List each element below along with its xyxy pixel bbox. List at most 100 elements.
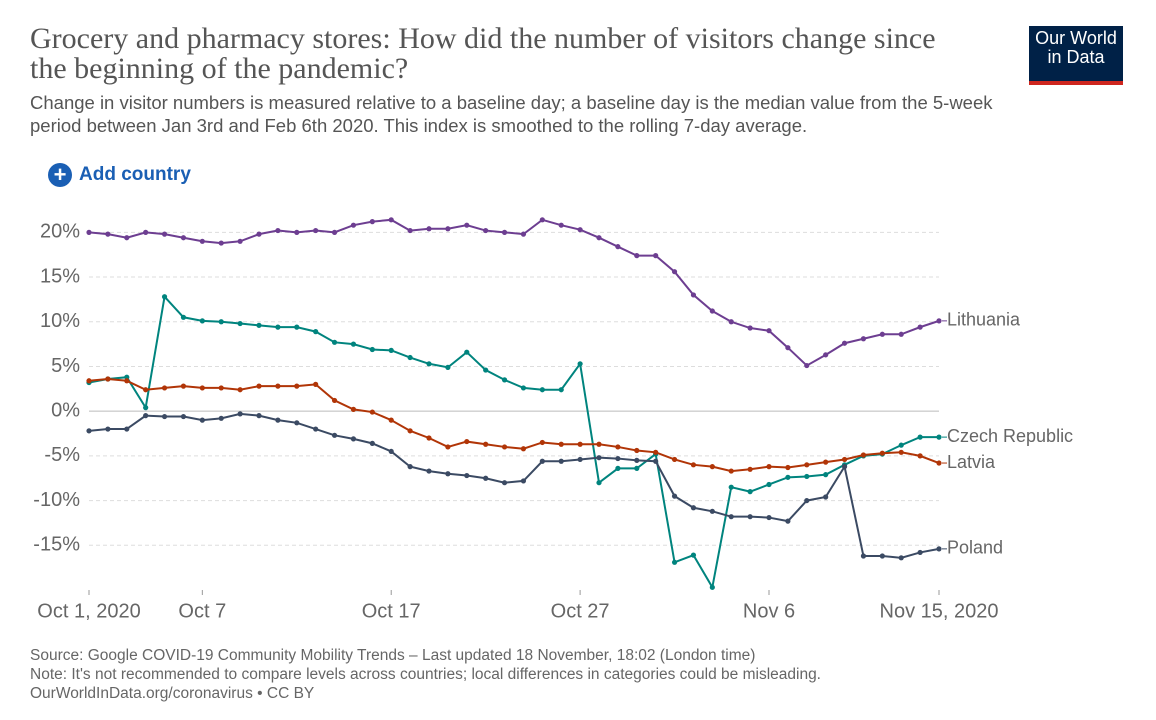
data-point <box>331 339 338 345</box>
data-point <box>331 397 338 404</box>
data-point <box>180 314 187 320</box>
data-point <box>671 269 678 275</box>
data-point <box>823 494 829 500</box>
data-point <box>823 472 829 478</box>
data-point <box>690 552 697 558</box>
data-point <box>615 465 621 471</box>
data-point <box>709 508 715 514</box>
data-point <box>199 417 205 423</box>
data-point <box>275 324 281 330</box>
data-point <box>558 441 564 447</box>
data-point <box>936 434 942 440</box>
data-point <box>237 238 243 244</box>
data-point <box>445 226 451 232</box>
data-point <box>294 324 300 330</box>
data-point <box>520 478 527 484</box>
data-point <box>426 226 432 232</box>
data-point <box>558 458 564 464</box>
data-point <box>483 227 489 234</box>
add-country-button[interactable]: + Add country <box>48 163 191 187</box>
data-point <box>860 336 867 342</box>
data-point <box>483 367 489 373</box>
data-point <box>860 452 867 458</box>
logo[interactable]: Our World in Data <box>1029 26 1123 85</box>
data-point <box>369 346 375 353</box>
x-tick-label: Oct 17 <box>362 600 421 622</box>
data-point <box>256 383 262 389</box>
data-point <box>615 444 621 450</box>
data-point <box>331 432 338 438</box>
data-point <box>86 428 92 434</box>
data-point <box>256 322 262 328</box>
data-point <box>124 378 130 384</box>
y-tick-label: -5% <box>44 444 80 466</box>
data-point <box>445 364 451 370</box>
data-point <box>841 456 848 463</box>
series-label: Czech Republic <box>947 426 1073 446</box>
data-point <box>464 349 470 355</box>
data-point <box>218 319 224 325</box>
data-point <box>237 411 243 417</box>
data-point <box>445 471 451 477</box>
data-point <box>766 481 772 488</box>
data-point <box>653 449 659 455</box>
data-point <box>464 472 470 479</box>
data-point <box>936 546 942 552</box>
data-point <box>898 331 904 337</box>
data-point <box>898 442 904 448</box>
data-point <box>237 320 243 327</box>
data-point <box>407 354 413 361</box>
data-point <box>653 458 659 464</box>
data-point <box>671 456 678 463</box>
data-point <box>426 468 432 474</box>
logo-line: Our World <box>1035 28 1117 48</box>
data-point <box>879 450 885 456</box>
x-tick-label: Oct 27 <box>551 600 610 622</box>
data-point <box>709 308 715 314</box>
data-point <box>577 227 583 233</box>
data-point <box>199 238 205 244</box>
data-point <box>426 435 432 441</box>
add-country-label: Add country <box>79 164 191 185</box>
data-point <box>199 385 205 391</box>
data-point <box>501 444 508 450</box>
series-label: Poland <box>947 538 1003 558</box>
data-point <box>86 229 92 235</box>
data-point <box>369 440 375 446</box>
data-point <box>728 514 734 520</box>
y-tick-label: 10% <box>40 310 80 332</box>
data-point <box>615 244 621 250</box>
data-point <box>747 489 753 495</box>
series-line <box>88 412 940 559</box>
data-point <box>105 376 111 382</box>
data-point <box>180 413 187 420</box>
data-point <box>841 464 848 470</box>
y-tick-label: 15% <box>40 265 80 287</box>
data-point <box>350 222 357 228</box>
data-point <box>161 385 168 391</box>
data-point <box>804 462 810 468</box>
data-point <box>539 458 545 464</box>
x-tick-label: Oct 7 <box>178 600 226 622</box>
chart-subtitle: Change in visitor numbers is measured re… <box>30 92 993 136</box>
data-point <box>218 385 224 391</box>
data-point <box>671 493 678 499</box>
data-point <box>501 377 508 383</box>
data-point <box>124 235 130 241</box>
data-point <box>879 331 885 337</box>
data-point <box>728 468 734 474</box>
data-point <box>407 227 413 234</box>
data-point <box>218 240 224 246</box>
data-point <box>369 409 375 415</box>
y-tick-label: 20% <box>40 221 80 243</box>
data-point <box>860 553 867 559</box>
series-line <box>88 377 940 473</box>
data-point <box>804 362 810 369</box>
data-point <box>275 417 281 423</box>
x-tick-label: Nov 6 <box>743 600 795 622</box>
data-point <box>180 383 187 389</box>
data-point <box>161 231 168 237</box>
data-point <box>124 426 130 432</box>
